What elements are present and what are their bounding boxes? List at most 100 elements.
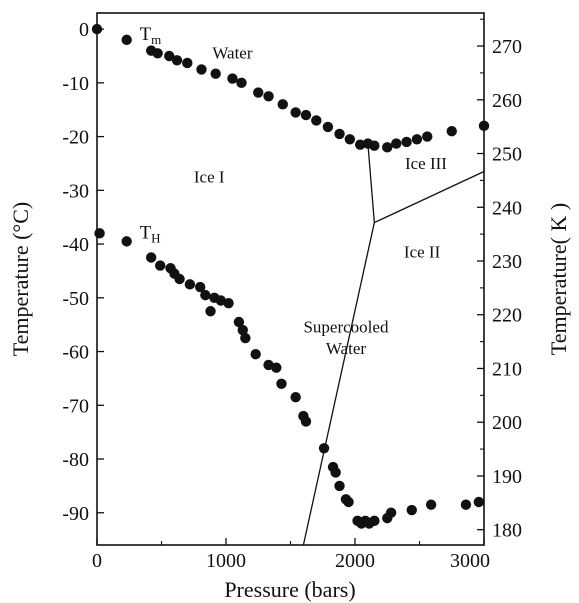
region-label-1: Ice I xyxy=(194,167,225,186)
y-tick-label-left: -70 xyxy=(62,395,89,417)
y-tick-label-right: 250 xyxy=(492,144,522,166)
region-label-0: Water xyxy=(212,44,252,63)
point-th-40 xyxy=(473,496,485,508)
point-th-15 xyxy=(237,324,248,336)
y-tick-label-right: 190 xyxy=(492,466,522,488)
region-labels: Tm TH Water Ice I Ice III Ice II Supercooled Wa… xyxy=(140,24,448,358)
point-th-6 xyxy=(174,273,185,285)
region-label-4: Supercooled xyxy=(303,318,388,337)
point-th-39 xyxy=(460,499,472,510)
series-label-tm: Tm xyxy=(140,24,162,47)
point-tm-7 xyxy=(196,64,207,75)
y-tick-label-left: -40 xyxy=(62,234,89,256)
x-axis-title: Pressure (bars) xyxy=(224,577,355,602)
point-tm-15 xyxy=(300,109,312,121)
point-th-21 xyxy=(290,392,301,403)
point-th-9 xyxy=(200,289,211,301)
point-tm-27 xyxy=(422,131,433,142)
point-tm-5 xyxy=(171,55,183,66)
point-tm-10 xyxy=(236,77,247,89)
phase-line-1 xyxy=(367,143,375,223)
point-tm-9 xyxy=(227,73,238,84)
point-th-1 xyxy=(121,236,132,247)
point-th-37 xyxy=(406,504,417,516)
point-th-12 xyxy=(223,297,234,309)
point-th-23 xyxy=(300,416,312,427)
point-th-24 xyxy=(318,443,330,454)
point-tm-18 xyxy=(334,128,345,140)
point-tm-8 xyxy=(210,68,221,79)
phase-boundary-lines xyxy=(302,143,485,546)
y-tick-label-right: 180 xyxy=(492,520,522,542)
y-tick-label-left: 0 xyxy=(79,19,89,41)
point-th-17 xyxy=(250,349,261,360)
region-label-5: Water xyxy=(326,339,366,358)
point-tm-23 xyxy=(382,142,393,153)
x-tick-label: 1000 xyxy=(206,550,246,572)
x-tick-label: 0 xyxy=(92,550,102,572)
point-tm-20 xyxy=(354,139,366,150)
point-tm-0 xyxy=(91,23,103,35)
y-tick-label-right: 270 xyxy=(492,36,522,58)
point-tm-28 xyxy=(446,126,457,137)
point-th-2 xyxy=(145,252,157,263)
phase-line-2 xyxy=(374,170,485,224)
point-th-29 xyxy=(343,496,354,508)
y-axis-title-left: Temperature (°C) xyxy=(8,202,33,356)
plot-area-frame xyxy=(96,12,485,546)
point-th-27 xyxy=(334,480,345,492)
y-tick-label-left: -60 xyxy=(62,342,89,364)
y-tick-label-right: 200 xyxy=(492,412,522,434)
region-label-2: Ice III xyxy=(405,154,447,173)
phase-line-0 xyxy=(302,222,375,546)
y-tick-label-left: -50 xyxy=(62,288,89,310)
point-tm-17 xyxy=(322,121,334,133)
point-tm-6 xyxy=(182,57,193,69)
point-th-38 xyxy=(425,499,437,510)
y-axis-title-right: Temperature( K ) xyxy=(546,203,571,355)
point-tm-29 xyxy=(478,120,490,132)
point-tm-19 xyxy=(344,134,356,145)
point-th-16 xyxy=(240,332,251,344)
point-tm-1 xyxy=(121,34,132,46)
point-th-26 xyxy=(330,467,341,478)
y-tick-label-right: 210 xyxy=(492,358,522,380)
point-tm-12 xyxy=(263,91,274,102)
point-th-0 xyxy=(94,228,105,239)
x-tick-label: 3000 xyxy=(450,550,490,572)
y-tick-label-left: -30 xyxy=(62,180,89,202)
point-th-34 xyxy=(369,515,380,527)
y-tick-label-left: -80 xyxy=(62,449,89,471)
point-tm-4 xyxy=(164,50,175,62)
point-tm-11 xyxy=(253,87,264,98)
point-th-7 xyxy=(184,279,196,290)
y-tick-label-left: -10 xyxy=(62,73,89,95)
axis-ticks: 0 -10 -20 -30 -40 -50 -60 -70 -80 -90 180 190 200 210… xyxy=(62,18,522,572)
point-th-20 xyxy=(276,378,287,389)
point-th-13 xyxy=(205,306,216,317)
point-tm-26 xyxy=(411,134,423,145)
x-tick-label: 2000 xyxy=(335,550,375,572)
point-tm-22 xyxy=(369,140,380,151)
y-tick-label-left: -90 xyxy=(62,503,89,525)
point-th-19 xyxy=(271,362,282,373)
series-label-th: TH xyxy=(140,223,161,246)
point-tm-13 xyxy=(277,99,288,110)
region-label-3: Ice II xyxy=(404,243,441,262)
point-tm-14 xyxy=(290,107,301,118)
point-tm-3 xyxy=(152,48,163,59)
point-tm-24 xyxy=(391,138,402,149)
point-th-3 xyxy=(155,260,166,271)
point-tm-16 xyxy=(311,115,322,126)
y-tick-label-right: 240 xyxy=(492,197,522,219)
point-th-14 xyxy=(233,316,245,328)
point-th-36 xyxy=(382,512,393,524)
data-points xyxy=(91,23,490,529)
y-tick-label-right: 260 xyxy=(492,90,522,112)
y-tick-label-left: -20 xyxy=(62,127,89,149)
point-th-8 xyxy=(195,281,206,293)
y-tick-label-right: 220 xyxy=(492,305,522,327)
point-tm-25 xyxy=(401,136,412,148)
y-tick-label-right: 230 xyxy=(492,251,522,273)
